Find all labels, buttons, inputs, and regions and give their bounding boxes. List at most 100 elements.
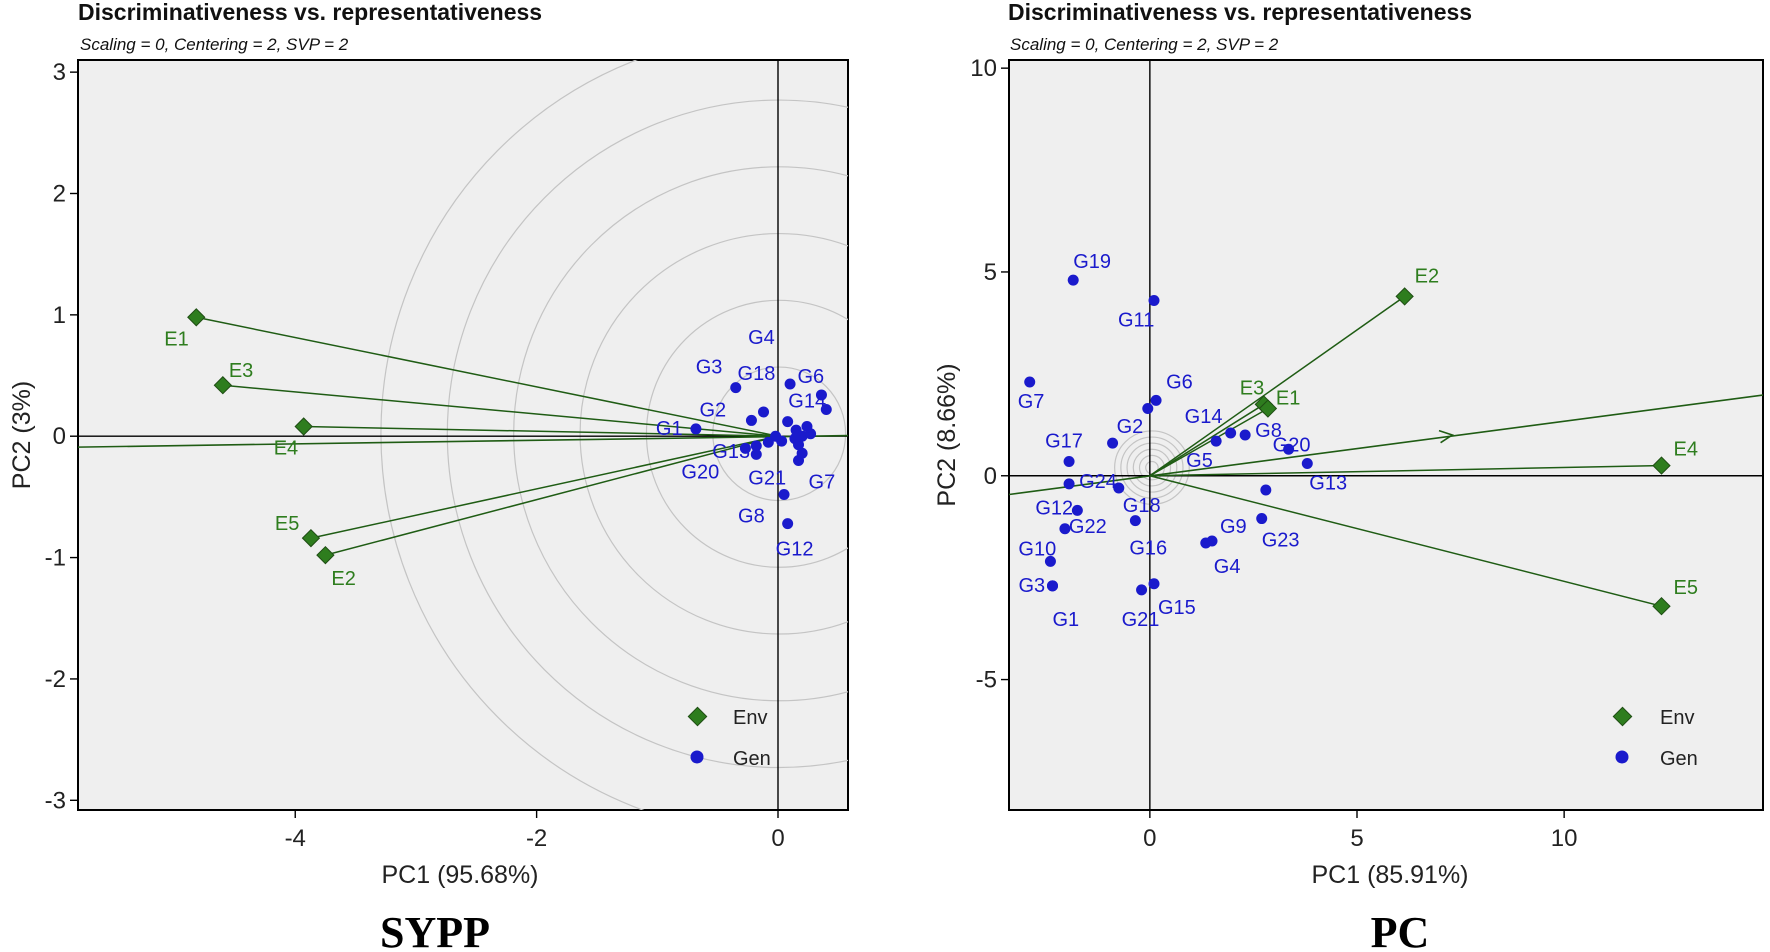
genotype-label: G18: [738, 363, 776, 385]
genotype-point: [1136, 584, 1148, 596]
genotype-point: [1044, 555, 1056, 567]
legend-gen-label: Gen: [733, 748, 771, 770]
average-environment-axis: [1009, 394, 1763, 496]
genotype-point: [1142, 403, 1154, 415]
genotype-point: [1301, 458, 1313, 470]
environment-label: E1: [164, 328, 188, 350]
genotype-point: [1071, 504, 1083, 516]
genotype-point: [1225, 427, 1237, 439]
environment-label: E2: [1415, 265, 1439, 287]
genotype-point: [1148, 578, 1160, 590]
genotype-point: [1148, 294, 1160, 306]
legend-gen-label: Gen: [1660, 748, 1698, 770]
genotype-point: [1047, 580, 1058, 592]
concentric-circle: [712, 366, 847, 502]
genotype-point: [784, 378, 796, 390]
concentric-circle: [380, 60, 645, 810]
y-tick-label: 1: [53, 302, 66, 329]
legend-env-label: Env: [1660, 707, 1694, 729]
concentric-circle: [579, 233, 848, 635]
biplot-panel-pc: Discriminativeness vs. representativenes…: [933, 0, 1764, 952]
genotype-label: G23: [1262, 530, 1300, 552]
genotype-point: [1063, 478, 1075, 490]
concentric-circles: [1114, 430, 1190, 505]
environment-point: [1652, 597, 1671, 616]
genotype-label: G20: [681, 461, 719, 483]
concentric-circle: [1132, 448, 1172, 487]
genotype-label: G16: [1129, 538, 1167, 560]
genotype-point: [796, 447, 808, 459]
genotype-point: [690, 423, 702, 435]
genotype-point: [762, 436, 774, 448]
environment-vector: [310, 435, 779, 539]
environment-point: [301, 528, 321, 548]
environment-label: E5: [1674, 577, 1698, 599]
x-axis-label: PC1 (95.68%): [381, 861, 538, 889]
genotype-point: [1210, 435, 1222, 447]
concentric-circle: [513, 166, 848, 702]
x-tick-label: -2: [526, 825, 547, 852]
chart-subtitle: Scaling = 0, Centering = 2, SVP = 2: [1010, 35, 1279, 54]
genotype-point: [1200, 537, 1212, 549]
y-tick-label: 5: [984, 259, 997, 286]
genotype-label: G10: [1018, 538, 1056, 560]
genotype-label: G3: [1019, 575, 1046, 597]
genotype-label: G19: [1073, 251, 1111, 273]
environment-vector: [1149, 475, 1662, 607]
legend-env-marker: [1612, 706, 1633, 727]
genotype-point: [805, 428, 817, 440]
genotype-label: G12: [1035, 497, 1073, 519]
x-tick-label: 5: [1350, 825, 1363, 852]
environment-point: [213, 376, 233, 395]
environment-point: [294, 417, 313, 436]
environment-label: E1: [1276, 388, 1300, 410]
y-tick-label: 3: [53, 59, 66, 86]
genotype-point: [1107, 437, 1119, 449]
genotype-point: [1256, 513, 1268, 525]
concentric-circles: [380, 60, 848, 810]
x-tick-label: 10: [1551, 825, 1578, 852]
legend-env-label: Env: [733, 707, 767, 729]
genotype-point: [770, 430, 782, 442]
genotype-point: [1067, 274, 1079, 286]
genotype-label: G20: [1273, 434, 1311, 456]
genotype-label: G2: [1117, 416, 1144, 438]
environment-point: [1652, 456, 1671, 475]
genotype-label: G8: [738, 505, 765, 527]
x-tick-label: -4: [285, 825, 306, 852]
genotype-point: [1024, 376, 1036, 388]
x-axis-label: PC1 (85.91%): [1311, 861, 1468, 889]
genotype-point: [1059, 523, 1071, 535]
genotype-point: [1113, 482, 1125, 494]
biplot-panel-sypp: Discriminativeness vs. representativenes…: [8, 0, 849, 952]
y-tick-label: -2: [45, 666, 66, 693]
y-tick-label: 2: [53, 180, 66, 207]
genotype-point: [758, 406, 770, 418]
genotype-label: G21: [748, 467, 786, 489]
genotype-label: G21: [1122, 609, 1160, 631]
environment-vector: [1149, 407, 1269, 477]
genotype-label: G6: [797, 366, 824, 388]
legend: Env Gen: [687, 706, 771, 770]
environment-vector: [196, 316, 779, 437]
genotype-point: [1283, 443, 1295, 455]
genotype-label: G6: [1166, 371, 1193, 393]
genotype-label: G1: [656, 418, 683, 440]
environment-label: E3: [229, 360, 253, 382]
genotype-point: [1063, 455, 1075, 467]
genotype-point: [750, 440, 762, 452]
genotype-label: G13: [1309, 473, 1347, 495]
y-axis-label: PC2 (3%): [8, 381, 36, 489]
y-tick-label: -1: [45, 545, 66, 572]
chart-subtitle: Scaling = 0, Centering = 2, SVP = 2: [80, 35, 349, 54]
panel-label: PC: [1371, 908, 1430, 952]
genotype-label: G7: [809, 471, 836, 493]
genotype-label: G4: [1214, 556, 1241, 578]
genotype-label: G4: [748, 327, 775, 349]
legend: Env Gen: [1612, 706, 1698, 770]
environment-label: E4: [1674, 439, 1698, 461]
y-tick-label: 0: [53, 423, 66, 450]
genotype-label: G7: [1018, 391, 1045, 413]
environment-vectors: [1149, 295, 1662, 607]
